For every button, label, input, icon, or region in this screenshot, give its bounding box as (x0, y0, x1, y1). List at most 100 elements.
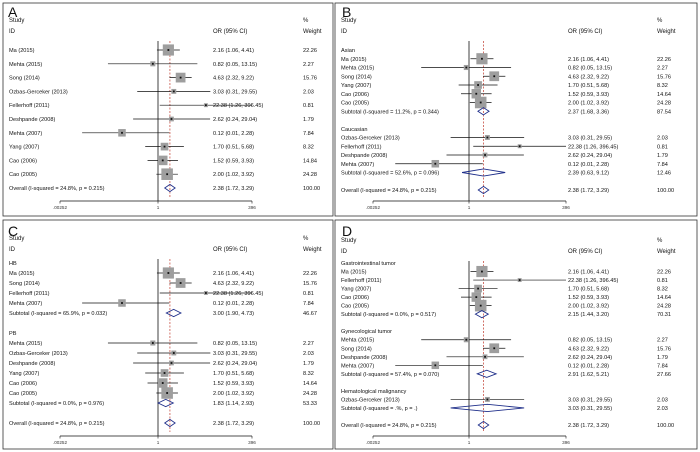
panel-d-summary-diamond (450, 403, 525, 412)
panel-c-study-label: Deshpande (2008) (9, 361, 55, 367)
panel-c-header-pct: % (303, 236, 309, 242)
panel-c-or-ci-value: 2.62 (0.24, 29.04) (213, 361, 257, 367)
panel-c-point-estimate (121, 302, 123, 304)
panel-a-or-ci-value: 3.03 (0.31, 29.55) (213, 89, 257, 95)
panel-b-or-ci-value: 3.03 (0.31, 29.55) (568, 136, 612, 142)
panel-b-header-or: OR (95% CI) (568, 29, 602, 35)
panel-b-summary-label: Subtotal (I-squared = 11.2%, p = 0.344) (341, 109, 439, 115)
panel-b-point-estimate (434, 162, 437, 165)
panel-d-weight-value: 8.32 (657, 287, 668, 293)
panel-a-weight-value: 14.84 (303, 158, 317, 164)
panel-d-header-pct: % (657, 238, 663, 244)
panel-c-or-ci-value: 1.83 (1.14, 2.93) (213, 401, 254, 407)
panel-a-frame (2, 2, 334, 217)
panel-d-weight-value: 100.00 (657, 423, 674, 429)
panel-d-study-label: Ma (2015) (341, 270, 367, 276)
panel-d-frame (334, 219, 698, 450)
panel-c-summary-diamond (165, 308, 182, 318)
panel-d-study-label: Cao (2005) (341, 304, 369, 310)
panel-c-or-ci-value: 2.00 (1.02, 3.92) (213, 391, 254, 397)
panel-a-tick-label: 1 (157, 205, 160, 210)
panel-a-summary-diamond (163, 183, 176, 193)
panel-d-point-estimate (477, 287, 479, 290)
panel-b-tick-label: 396 (562, 205, 570, 210)
panel-a-weight-value: 22.26 (303, 48, 317, 54)
panel-c-tick-label: 1 (157, 440, 160, 445)
panel-c-weight-value: 14.64 (303, 381, 317, 387)
panel-d-weight-value: 24.28 (657, 304, 671, 310)
panel-a-point-estimate (204, 104, 207, 107)
panel-d-or-ci-value: 4.63 (2.32, 9.22) (568, 346, 609, 352)
panel-c-study-label: Ma (2015) (9, 271, 35, 277)
panel-d-weight-value: 22.26 (657, 270, 671, 276)
panel-b-frame (334, 2, 698, 217)
panel-d-or-ci-value: 3.03 (0.31, 29.55) (568, 406, 612, 412)
panel-d-tick-label: 1 (468, 440, 471, 445)
panel-c-or-ci-value: 1.52 (0.59, 3.93) (213, 381, 254, 387)
panel-d-section-label: Gynecological tumor (341, 329, 392, 335)
panel-b-or-ci-value: 2.16 (1.06, 4.41) (568, 57, 609, 63)
panel-a-point-estimate (151, 62, 154, 65)
panel-b-weight-value: 24.28 (657, 101, 671, 107)
panel-d-study-label: Fellerhoff (2011) (341, 278, 382, 284)
panel-a-point-estimate (121, 131, 123, 134)
panel-c-weight-value: 46.67 (303, 311, 317, 317)
panel-a-tick-label: 396 (248, 205, 256, 210)
panel-d-point-estimate (493, 347, 496, 350)
panel-c-study-label: Cao (2005) (9, 391, 37, 397)
panel-d-weight-value: 0.81 (657, 278, 668, 284)
panel-a-header-id: ID (9, 29, 16, 35)
panel-c-label: C (8, 223, 18, 239)
panel-d-point-estimate (434, 364, 437, 367)
panel-d-weight-value: 2.03 (657, 397, 668, 403)
panel-a-weight-value: 2.27 (303, 62, 314, 68)
panel-a-or-ci-value: 2.16 (1.06, 4.41) (213, 48, 254, 54)
panel-a-or-ci-value: 4.63 (2.32, 9.22) (213, 76, 254, 82)
panel-a-or-ci-value: 0.82 (0.05, 13.15) (213, 62, 257, 68)
panel-d-point-estimate (484, 355, 486, 358)
panel-a-study-label: Deshpande (2008) (9, 117, 55, 123)
panel-d-or-ci-value: 2.00 (1.02, 3.92) (568, 304, 609, 310)
panel-d-point-estimate (479, 304, 482, 307)
panel-d-study-label: Ozbas-Gerceker (2013) (341, 397, 400, 403)
panel-d-summary-diamond (474, 310, 490, 319)
panel-b-or-ci-value: 2.38 (1.72, 3.29) (568, 188, 609, 194)
panel-d-study-label: Deshpande (2008) (341, 355, 387, 361)
panel-b-weight-value: 2.03 (657, 136, 668, 142)
panel-a-or-ci-value: 2.38 (1.72, 3.29) (213, 186, 254, 192)
panel-b-study-label: Mehta (2015) (341, 66, 374, 72)
panel-c-point-estimate (204, 292, 207, 294)
panel-b-summary-label: Subtotal (I-squared = 52.6%, p = 0.096) (341, 171, 439, 177)
panel-a-weight-value: 8.32 (303, 145, 314, 151)
panel-d-weight-value: 2.03 (657, 406, 668, 412)
panel-d-or-ci-value: 2.16 (1.06, 4.41) (568, 270, 609, 276)
panel-a-study-label: Fellerhoff (2011) (9, 103, 50, 109)
panel-a-weight-value: 7.84 (303, 131, 314, 137)
panel-a-or-ci-value: 2.00 (1.02, 3.92) (213, 172, 254, 178)
panel-a-study-label: Cao (2006) (9, 158, 37, 164)
panel-d-study-label: Mehta (2007) (341, 363, 374, 369)
panel-d-study-label: Cao (2006) (341, 295, 369, 301)
panel-d-point-estimate (518, 279, 521, 281)
panel-d-or-ci-value: 2.91 (1.62, 5.21) (568, 372, 609, 378)
panel-c-section-label: PB (9, 331, 17, 337)
panel-d-summary-label: Subtotal (I-squared = .%, p = .) (341, 406, 418, 412)
panel-a-tick-label: .00252 (53, 205, 67, 210)
panel-b-weight-value: 22.26 (657, 57, 671, 63)
panel-b-or-ci-value: 0.12 (0.01, 2.28) (568, 162, 609, 168)
panel-d-weight-value: 70.31 (657, 312, 671, 318)
panel-c-header-weight: Weight (303, 247, 322, 253)
panel-a-or-ci-value: 22.38 (1.26, 396.45) (213, 103, 264, 109)
panel-c-header-id: ID (9, 247, 16, 253)
panel-c-study-label: Mehta (2015) (9, 341, 42, 347)
panel-c-summary-label: Subtotal (I-squared = 0.0%, p = 0.976) (9, 401, 104, 407)
panel-d-point-estimate (465, 338, 468, 341)
panel-b-study-label: Deshpande (2008) (341, 153, 387, 159)
panel-c-weight-value: 8.32 (303, 371, 314, 377)
panel-b-header-pct: % (657, 18, 663, 24)
panel-c-summary-label: Overall (I-squared = 24.8%, p = 0.215) (9, 421, 105, 427)
panel-a-or-ci-value: 1.70 (0.51, 5.68) (213, 145, 254, 151)
panel-a-point-estimate (166, 173, 169, 176)
panel-c-weight-value: 22.26 (303, 271, 317, 277)
panel-d-header-study: Study (341, 238, 356, 244)
